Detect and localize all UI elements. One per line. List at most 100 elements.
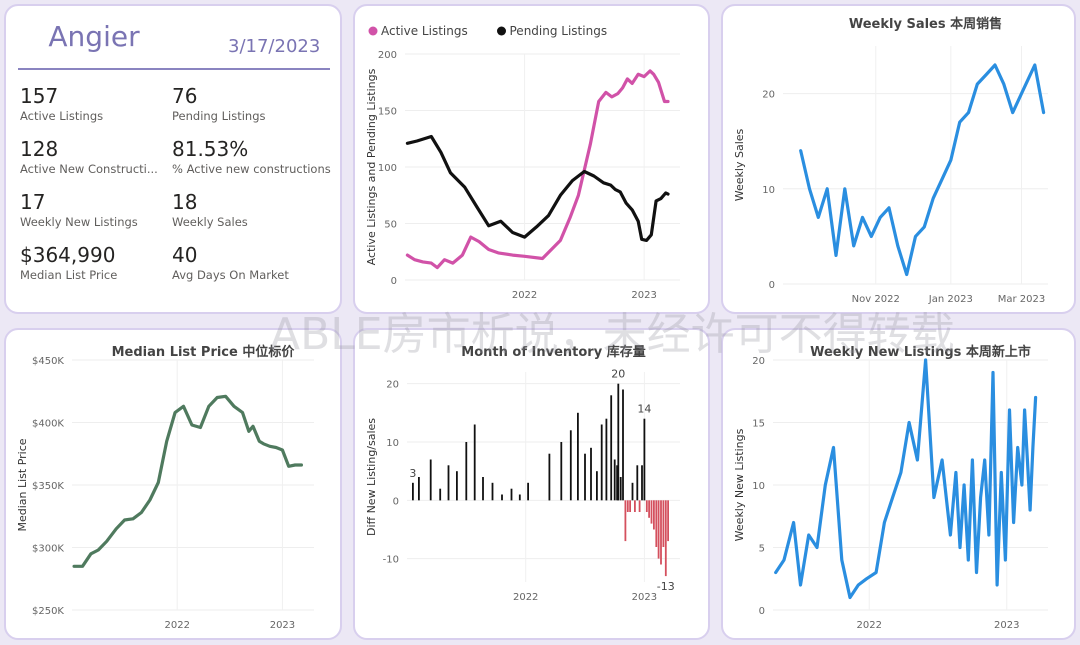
- inventory-bar: [605, 418, 608, 501]
- y-tick-label: 10: [386, 438, 399, 449]
- inventory-bar: [418, 477, 420, 501]
- data-point: [174, 411, 176, 414]
- data-point: [422, 261, 424, 263]
- chart-title: Month of Inventory 库存量: [461, 344, 645, 360]
- data-point: [653, 73, 655, 75]
- data-point: [406, 142, 408, 144]
- y-tick-label: $350K: [32, 481, 64, 492]
- data-point: [488, 248, 490, 251]
- data-point: [1000, 471, 1002, 474]
- data-point: [258, 440, 260, 442]
- data-point: [622, 87, 624, 89]
- data-point: [897, 245, 899, 247]
- weekly-sales-chart: Weekly Sales 本周销售 0 10 20 Nov 2022 Jan 2023 Ma…: [733, 16, 1048, 305]
- series-line-weekly-new-listings: [774, 358, 1038, 600]
- data-point: [916, 459, 918, 461]
- data-point: [593, 175, 595, 177]
- kpi-value: 81.53%: [172, 137, 249, 161]
- data-point: [949, 534, 951, 536]
- data-point: [500, 220, 502, 222]
- data-point: [443, 259, 446, 261]
- data-point: [430, 262, 432, 264]
- data-point: [1004, 559, 1006, 561]
- y-axis-label: Median List Price: [16, 438, 29, 531]
- kpi-value: 76: [172, 84, 198, 108]
- data-point: [440, 151, 442, 153]
- kpi-label: Weekly New Listings: [20, 215, 138, 229]
- data-point: [414, 259, 416, 261]
- data-point: [605, 91, 607, 93]
- inventory-bar: [613, 459, 616, 501]
- inventory-bar: [577, 412, 579, 501]
- data-label: -13: [657, 580, 675, 593]
- inventory-bar: [491, 482, 494, 501]
- x-tick-label: 2022: [164, 620, 189, 631]
- inventory-bar: [590, 447, 592, 501]
- y-tick-label: 20: [752, 356, 765, 367]
- data-point: [994, 64, 996, 66]
- data-point: [996, 584, 998, 586]
- data-point: [832, 446, 835, 449]
- legend-marker: [368, 26, 378, 36]
- data-point: [650, 234, 652, 236]
- data-point: [645, 239, 648, 241]
- data-point: [980, 496, 982, 499]
- data-point: [817, 216, 819, 218]
- data-point: [252, 425, 254, 427]
- data-point: [1017, 446, 1019, 449]
- data-point: [892, 496, 894, 499]
- data-point: [1008, 409, 1011, 411]
- location-title: Angier: [48, 20, 140, 53]
- data-point: [1020, 93, 1023, 95]
- data-point: [476, 206, 478, 208]
- data-point: [941, 459, 943, 461]
- data-point: [976, 83, 978, 85]
- data-point: [643, 76, 645, 78]
- chart-title: Weekly New Listings 本周新上市: [810, 344, 1031, 360]
- data-point: [1034, 64, 1036, 66]
- inventory-bar: [501, 494, 503, 501]
- inventory-bar: [473, 424, 476, 501]
- data-point: [641, 238, 643, 240]
- data-point: [571, 180, 573, 182]
- kpi-value: 128: [20, 137, 59, 161]
- data-point: [663, 100, 666, 103]
- data-point: [883, 521, 885, 524]
- inventory-bar: [667, 500, 669, 542]
- data-point: [583, 170, 585, 173]
- kpi-label: Avg Days On Market: [172, 268, 289, 282]
- data-point: [288, 465, 290, 467]
- inventory-bar: [653, 500, 655, 530]
- data-point: [665, 192, 667, 194]
- x-tick-label: 2023: [631, 290, 656, 301]
- legend-marker: [497, 26, 506, 36]
- y-axis-label: Weekly Sales: [733, 128, 746, 201]
- data-point: [569, 217, 571, 219]
- inventory-bar: [636, 465, 639, 501]
- data-point: [90, 553, 92, 555]
- median-price-chart: Median List Price 中位标价 $250K $300K $350K $40…: [16, 344, 314, 631]
- data-point: [988, 534, 990, 536]
- data-point: [950, 159, 952, 161]
- inventory-bar: [584, 453, 586, 501]
- data-point: [559, 239, 561, 241]
- data-label: 20: [611, 368, 625, 381]
- data-point: [1043, 112, 1045, 114]
- inventory-bar: [626, 500, 629, 512]
- data-point: [115, 528, 117, 530]
- y-tick-label: $400K: [32, 419, 64, 430]
- y-tick-label: $300K: [32, 544, 64, 555]
- report-date: 3/17/2023: [228, 36, 321, 57]
- inventory-bar: [624, 500, 627, 542]
- data-point: [853, 245, 855, 247]
- data-point: [488, 225, 490, 227]
- y-tick-label: 5: [759, 544, 765, 555]
- inventory-bar: [643, 418, 646, 501]
- data-point: [406, 254, 408, 256]
- data-point: [857, 584, 859, 586]
- kpi-label: Weekly Sales: [172, 215, 248, 229]
- kpi-label: Median List Price: [20, 268, 118, 282]
- x-tick-label: Jan 2023: [928, 294, 973, 305]
- series-line-pending-listings: [405, 134, 670, 242]
- legend-label: Active Listings: [381, 24, 468, 38]
